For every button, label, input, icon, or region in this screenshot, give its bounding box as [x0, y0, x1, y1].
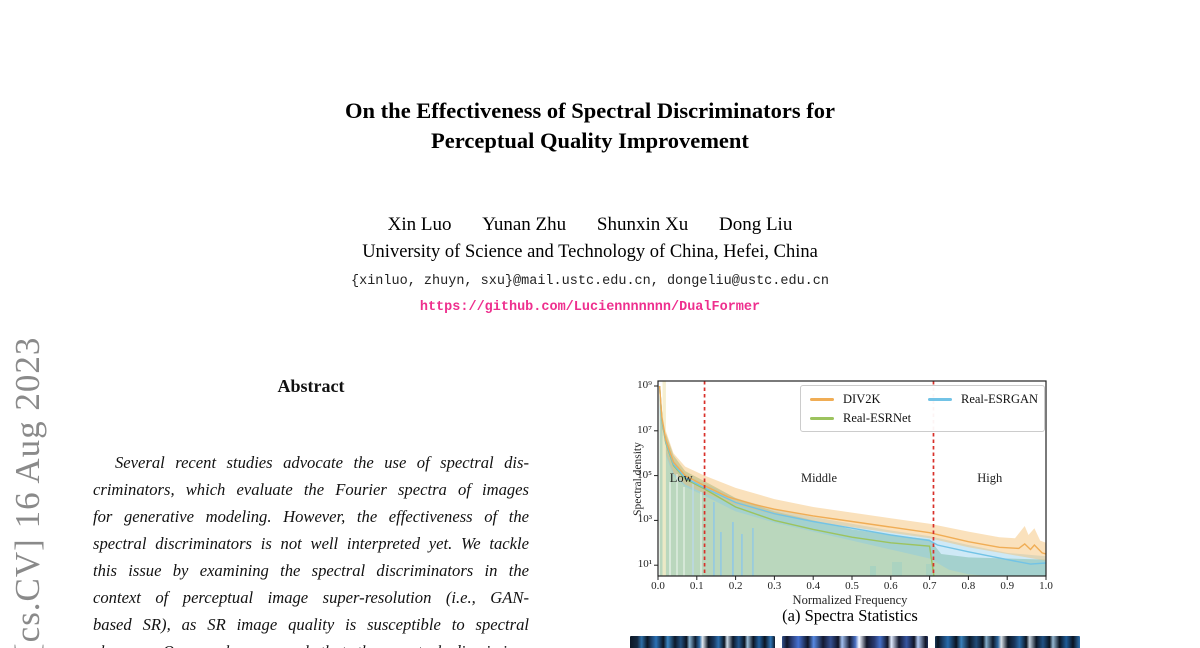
abstract-line: changes. Our analyses reveal that the sp…: [93, 638, 529, 648]
legend-item-real-esrnet: Real-ESRNet: [810, 411, 928, 426]
frequency-region-label: Low: [669, 471, 693, 485]
abstract-heading: Abstract: [277, 376, 345, 396]
affiliation: University of Science and Technology of …: [362, 242, 818, 262]
x-tick-label: 1.0: [1039, 580, 1053, 592]
authors-row: Xin Luo Yunan Zhu Shunxin Xu Dong Liu: [90, 214, 1090, 236]
chart-legend: DIV2K Real-ESRGAN Real-ESRNet: [800, 385, 1045, 432]
author-emails: {xinluo, zhuyn, sxu}@mail.ustc.edu.cn, d…: [351, 274, 829, 289]
result-image-strip: [782, 636, 928, 648]
x-tick-label: 0.7: [922, 580, 937, 592]
x-axis-label: Normalized Frequency: [792, 593, 908, 607]
legend-item-real-esrgan: Real-ESRGAN: [928, 392, 1038, 407]
github-repo-link[interactable]: https://github.com/Luciennnnnnn/DualForm…: [419, 300, 761, 315]
y-tick-label: 10⁹: [637, 379, 652, 391]
legend-label-div2k: DIV2K: [843, 392, 881, 406]
y-tick-label: 10¹: [637, 558, 652, 571]
author-name: Yunan Zhu: [482, 214, 567, 235]
paper-title-line1: On the Effectiveness of Spectral Discrim…: [345, 98, 835, 123]
legend-item-div2k: DIV2K: [810, 392, 928, 407]
abstract-line: for generative modeling. However, the ef…: [93, 507, 529, 526]
x-tick-label: 0.2: [728, 580, 743, 592]
x-tick-label: 0.9: [1000, 580, 1015, 592]
legend-swatch-real-esrnet: [810, 417, 834, 420]
x-tick-label: 0.6: [883, 580, 898, 592]
legend-swatch-div2k: [810, 398, 834, 401]
y-tick-label: 10⁷: [637, 423, 652, 436]
author-name: Xin Luo: [387, 214, 452, 235]
x-tick-label: 0.8: [961, 580, 976, 592]
abstract-line: Several recent studies advocate the use …: [115, 453, 529, 472]
result-image-strip: [934, 636, 1080, 648]
abstract-line: criminators, which evaluate the Fourier …: [93, 480, 529, 499]
frequency-region-label: High: [977, 471, 1003, 485]
spectrum-artifacts: [662, 381, 934, 576]
x-tick-label: 0.5: [845, 580, 859, 592]
author-name: Shunxin Xu: [596, 214, 689, 235]
spectra-chart: Spectral density Normalized Frequency DI…: [632, 352, 1060, 648]
y-tick-label: 10⁵: [637, 468, 652, 481]
abstract-line: spectral discriminators is not well inte…: [93, 534, 529, 553]
density-mean-lines: [658, 385, 1046, 576]
x-tick-label: 0.0: [651, 580, 665, 592]
result-image-strips: [630, 636, 1080, 648]
paper-title: On the Effectiveness of Spectral Discrim…: [90, 96, 1090, 156]
figure-caption: (a) Spectra Statistics: [782, 606, 918, 625]
frequency-region-label: Middle: [800, 471, 838, 485]
x-tick-label: 0.1: [689, 580, 704, 592]
paper-title-line2: Perceptual Quality Improvement: [431, 128, 749, 153]
spectra-plot-canvas: [654, 380, 1047, 580]
legend-label-real-esrgan: Real-ESRGAN: [961, 392, 1039, 406]
x-tick-label: 0.4: [806, 580, 821, 592]
abstract-text: Several recent studies advocate the use …: [93, 449, 529, 648]
y-tick-label: 10³: [637, 513, 652, 526]
author-name: Dong Liu: [718, 214, 793, 235]
result-image-strip: [630, 636, 776, 648]
abstract-line: based SR), as SR image quality is suscep…: [93, 615, 529, 634]
plot-axes: [654, 385, 1047, 580]
legend-swatch-real-esrgan: [928, 398, 952, 401]
x-tick-label: 0.3: [767, 580, 782, 592]
arxiv-stamp: [cs.CV] 16 Aug 2023: [8, 336, 47, 648]
abstract-line: this issue by examining the spectral dis…: [93, 561, 529, 580]
abstract-line: context of perceptual image super-resolu…: [93, 588, 529, 607]
plot-frame: [657, 380, 1047, 577]
legend-label-real-esrnet: Real-ESRNet: [843, 411, 912, 425]
